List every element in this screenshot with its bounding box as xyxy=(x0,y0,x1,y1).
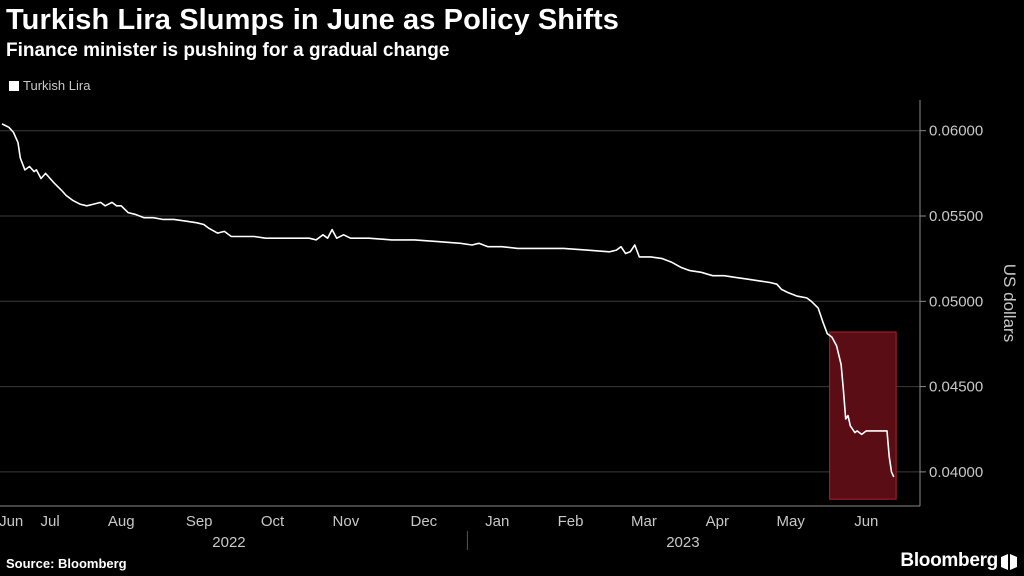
x-year-label: 2022 xyxy=(212,534,245,551)
y-tick-label: 0.04000 xyxy=(929,464,983,481)
y-tick-label: 0.05500 xyxy=(929,208,983,225)
y-tick-label: 0.04500 xyxy=(929,379,983,396)
y-axis-label: US dollars xyxy=(1000,264,1019,342)
x-tick-label: Jun xyxy=(854,513,878,530)
x-year-label: 2023 xyxy=(666,534,699,551)
chart-subtitle: Finance minister is pushing for a gradua… xyxy=(6,40,450,61)
x-tick-label: Aug xyxy=(108,513,135,530)
series-line-turkish-lira xyxy=(1,123,895,478)
x-tick-label: Nov xyxy=(333,513,360,530)
y-tick-label: 0.06000 xyxy=(929,123,983,140)
legend-swatch xyxy=(9,80,19,91)
x-tick-label: Mar xyxy=(631,513,657,530)
x-tick-label: Dec xyxy=(410,513,437,530)
x-tick-label: Oct xyxy=(261,513,285,530)
x-tick-label: Feb xyxy=(558,513,584,530)
x-tick-label: Jun xyxy=(0,513,23,530)
x-tick-label: Jan xyxy=(485,513,509,530)
y-tick-label: 0.05000 xyxy=(929,293,983,310)
x-tick-label: Sep xyxy=(186,513,213,530)
x-tick-label: May xyxy=(776,513,805,530)
bloomberg-terminal-icon xyxy=(1001,554,1017,570)
legend: Turkish Lira xyxy=(9,78,90,93)
x-tick-label: Apr xyxy=(706,513,729,530)
legend-label: Turkish Lira xyxy=(23,78,91,93)
source-note: Source: Bloomberg xyxy=(6,556,127,571)
bloomberg-logo: Bloomberg xyxy=(900,550,998,571)
chart-title: Turkish Lira Slumps in June as Policy Sh… xyxy=(6,4,620,36)
x-tick-label: Jul xyxy=(41,513,60,530)
